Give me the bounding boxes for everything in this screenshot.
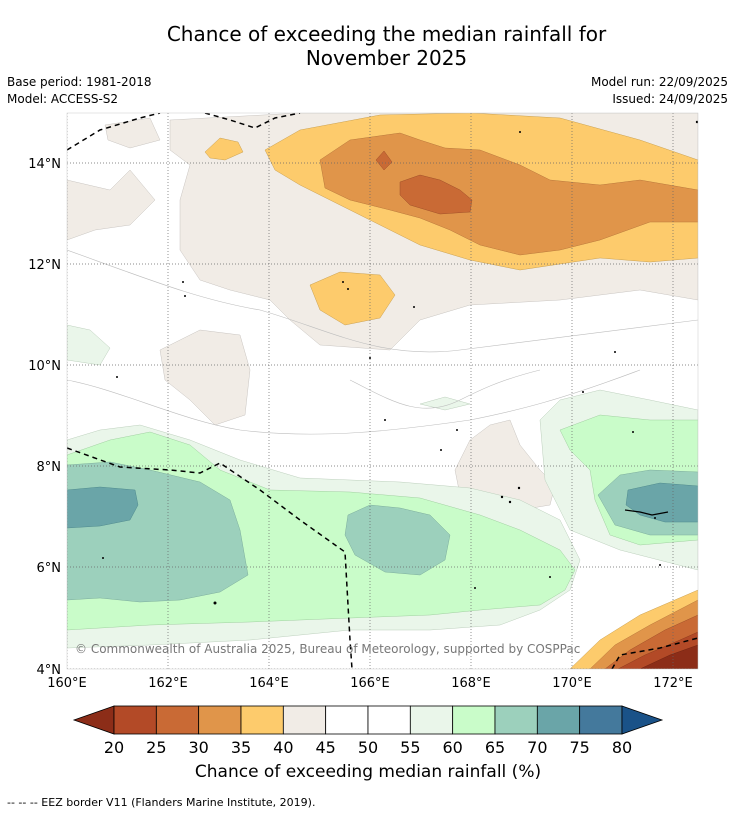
title-line-2: November 2025	[305, 46, 468, 70]
region-below-20-southeast	[639, 644, 698, 669]
colorbar-title: Chance of exceeding median rainfall (%)	[194, 762, 542, 782]
region-25-30-small	[375, 150, 393, 171]
issued-date: Issued: 24/09/2025	[612, 92, 728, 106]
colorbar-segment	[409, 705, 454, 735]
colorbar-segment	[240, 705, 284, 735]
lon-tick: 162°E	[148, 676, 188, 691]
lon-tick: 170°E	[552, 676, 592, 691]
colorbar-tick-label: 30	[188, 738, 208, 757]
lat-tick: 12°N	[28, 258, 61, 273]
region-40-45-mid	[159, 329, 251, 426]
lat-tick: 8°N	[37, 460, 62, 475]
region-40-45-west	[67, 169, 156, 241]
colorbar-tick-label: 75	[569, 738, 589, 757]
island-markers	[102, 120, 698, 605]
copyright-text: © Commonwealth of Australia 2025, Bureau…	[75, 642, 580, 656]
colorbar-segment	[113, 705, 157, 735]
region-35-40-blob	[309, 271, 396, 326]
colorbar-segment	[367, 705, 411, 735]
region-70-75-west	[67, 486, 139, 529]
region-30-35	[319, 132, 698, 256]
model-run: Model run: 22/09/2025	[590, 75, 728, 89]
colorbar-tick-label: 25	[146, 738, 166, 757]
lon-tick: 166°E	[350, 676, 390, 691]
model-name: Model: ACCESS-S2	[7, 92, 119, 106]
lon-tick: 172°E	[653, 676, 693, 691]
map-plot: © Commonwealth of Australia 2025, Bureau…	[67, 113, 698, 669]
gridlines	[67, 113, 698, 669]
meta-left: Base period: 1981-2018 Model: ACCESS-S2	[7, 74, 152, 108]
colorbar-segment	[282, 705, 327, 735]
colorbar: 20 25 30 35 40 45 50 55 60 65 70 75 80	[72, 705, 664, 757]
eez-footnote: -- -- -- EEZ border V11 (Flanders Marine…	[7, 796, 316, 809]
title-line-1: Chance of exceeding the median rainfall …	[166, 22, 607, 46]
lat-tick: 6°N	[37, 561, 62, 576]
colorbar-segment	[198, 705, 242, 735]
chart-title: Chance of exceeding the median rainfall …	[0, 22, 736, 70]
colorbar-tick-label: 80	[612, 738, 632, 757]
lat-tick: 14°N	[28, 157, 61, 172]
colorbar-tick-label: 20	[104, 738, 124, 757]
colorbar-tick-label: 60	[442, 738, 462, 757]
colorbar-segment	[494, 705, 538, 735]
eez-border-lines	[67, 113, 698, 669]
region-55-60-small-mid	[419, 396, 471, 411]
colorbar-tick-label: 50	[358, 738, 378, 757]
lat-tick: 10°N	[28, 359, 61, 374]
region-70-75-east	[625, 482, 698, 523]
lon-tick: 164°E	[249, 676, 289, 691]
colorbar-tick-label: 70	[527, 738, 547, 757]
region-35-40-small	[204, 137, 244, 161]
colorbar-segment	[536, 705, 581, 735]
colorbar-segment	[325, 705, 369, 735]
lon-tick: 168°E	[451, 676, 491, 691]
colorbar-tick-label: 40	[273, 738, 293, 757]
map-frame	[66, 112, 699, 670]
colorbar-tick-label: 65	[485, 738, 505, 757]
colorbar-tick-label: 45	[315, 738, 335, 757]
lon-tick-labels: 160°E 162°E 164°E 166°E 168°E 170°E 172°…	[47, 676, 693, 691]
colorbar-tick-label: 35	[231, 738, 251, 757]
lon-tick: 160°E	[47, 676, 87, 691]
colorbar-arrow-low	[72, 705, 115, 735]
colorbar-tick-label: 55	[400, 738, 420, 757]
contour-lines	[67, 249, 698, 435]
meta-right: Model run: 22/09/2025 Issued: 24/09/2025	[591, 74, 728, 108]
island-chain-east	[624, 509, 669, 516]
colorbar-segment	[452, 705, 496, 735]
colorbar-segment	[579, 705, 623, 735]
region-55-60-small-west	[67, 324, 111, 366]
lat-tick-labels: 4°N 6°N 8°N 10°N 12°N 14°N	[28, 157, 61, 678]
base-period: Base period: 1981-2018	[7, 75, 152, 89]
region-65-70-mid	[344, 504, 451, 576]
lat-tick: 4°N	[37, 663, 62, 678]
region-40-45-top-left	[104, 117, 161, 149]
colorbar-arrow-high	[621, 705, 664, 735]
colorbar-segment	[155, 705, 200, 735]
